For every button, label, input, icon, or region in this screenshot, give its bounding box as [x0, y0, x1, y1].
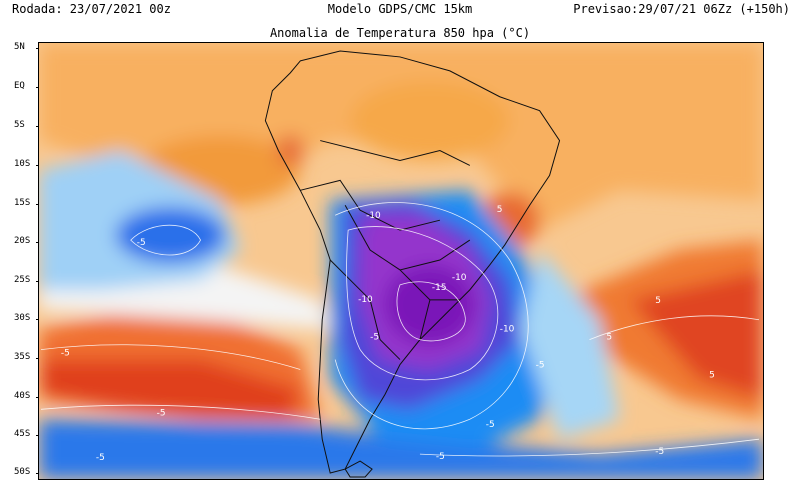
- cold-anomaly-zone: [385, 264, 475, 345]
- contour-label: -5: [137, 238, 146, 248]
- contour-label: -5: [486, 420, 495, 430]
- latitude-label: 50S: [14, 467, 43, 477]
- forecast-time-label: Previsao:29/07/21 06Zz (+150h): [573, 2, 790, 16]
- contour-label: 5: [497, 205, 503, 215]
- temperature-anomaly-map: -10 -5 -10 -15 -10 -10 -5 -5 -5 -5 -5 -5…: [38, 42, 764, 480]
- contour-label: -5: [61, 349, 70, 359]
- latitude-label: 40S: [14, 391, 43, 401]
- model-label: Modelo GDPS/CMC 15km: [327, 2, 473, 16]
- contour-line: [346, 226, 499, 381]
- latitude-label: 45S: [14, 429, 43, 439]
- contour-lines: [40, 202, 760, 457]
- latitude-label: 25S: [14, 275, 43, 285]
- run-date-label: Rodada: 23/07/2021 00z: [12, 2, 171, 16]
- contour-label: -5: [655, 447, 664, 457]
- country-borders: [300, 140, 471, 360]
- island-outline: [344, 460, 373, 478]
- contour-line: [419, 438, 760, 457]
- warm-anomaly-zone: [350, 80, 510, 161]
- contour-label: -5: [436, 452, 445, 462]
- latitude-label: 20S: [14, 236, 43, 246]
- contour-label: -10: [452, 273, 467, 283]
- contour-label: -5: [370, 333, 379, 343]
- cool-anomaly-zone: [519, 250, 620, 440]
- contour-label: 5: [709, 370, 715, 380]
- map-title: Anomalia de Temperatura 850 hpa (°C): [269, 26, 531, 40]
- contour-label: 5: [606, 333, 612, 343]
- contour-label: -5: [157, 408, 166, 418]
- contour-line: [589, 315, 760, 341]
- south-america-coastline: [264, 50, 561, 474]
- warm-anomaly-zone: [276, 134, 305, 167]
- warm-anomaly-zone: [629, 269, 763, 400]
- cool-anomaly-zone: [39, 419, 763, 479]
- contour-line: [334, 202, 529, 430]
- contour-line: [40, 344, 301, 370]
- contour-label: -5: [536, 361, 545, 371]
- coastlines: [264, 50, 561, 478]
- contour-label: -5: [96, 453, 105, 463]
- warm-anomaly-zone: [40, 359, 301, 420]
- contour-label: -10: [366, 211, 381, 221]
- latitude-label: 5N: [14, 42, 42, 52]
- contour-labels: -10 -5 -10 -15 -10 -10 -5 -5 -5 -5 -5 -5…: [61, 205, 715, 463]
- contour-label: -10: [358, 295, 373, 305]
- contour-line: [40, 404, 321, 420]
- contour-label: -15: [432, 283, 447, 293]
- latitude-label: EQ: [14, 81, 42, 91]
- latitude-label: 35S: [14, 352, 43, 362]
- latitude-label: 5S: [14, 120, 42, 130]
- latitude-label: 15S: [14, 198, 43, 208]
- contour-label: -10: [500, 325, 515, 335]
- latitude-label: 30S: [14, 313, 43, 323]
- latitude-label: 10S: [14, 159, 43, 169]
- contour-label: 5: [655, 296, 661, 306]
- anomaly-field: [39, 43, 763, 479]
- contour-line: [130, 224, 202, 256]
- contour-line: [396, 281, 466, 342]
